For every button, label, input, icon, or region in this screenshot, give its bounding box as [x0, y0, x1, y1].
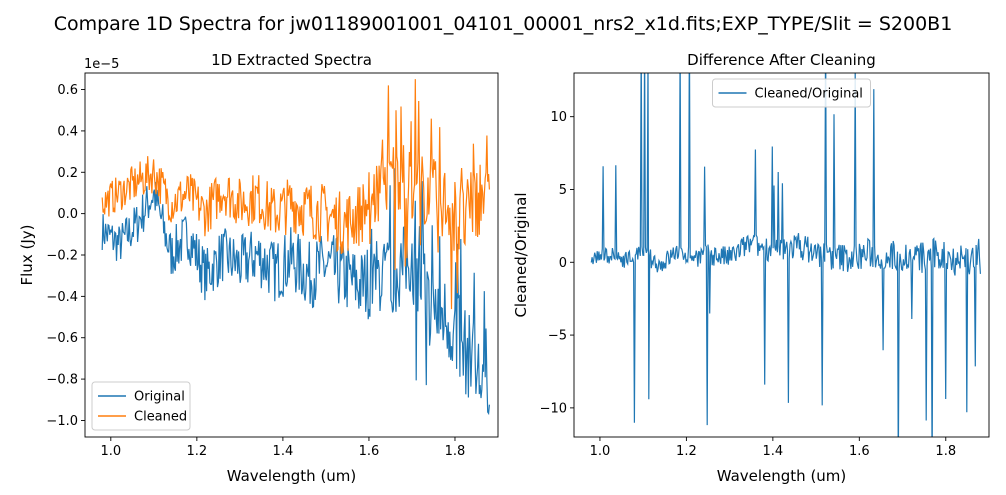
y-tick-label: −5 [548, 329, 567, 344]
left-chart-title: 1D Extracted Spectra [211, 51, 372, 69]
plot-area-frame [573, 72, 990, 438]
series-line-original [101, 168, 490, 416]
x-tick-label: 1.2 [187, 444, 208, 459]
y-tick-label: 0.4 [57, 124, 78, 139]
legend-box [712, 78, 871, 108]
legend-label: Cleaned [134, 410, 187, 425]
x-tick-label: 1.8 [935, 444, 956, 459]
y-tick-label: 0.6 [57, 83, 78, 98]
x-tick-label: 1.6 [849, 444, 870, 459]
legend-label: Original [134, 390, 185, 405]
y-tick-label: 0.0 [57, 207, 78, 222]
y-tick-label: 0 [559, 256, 567, 271]
legend: Cleaned/Original [712, 78, 871, 108]
right-chart-title: Difference After Cleaning [687, 51, 876, 69]
left-chart-panel: 1D Extracted Spectra 1e−5 Wavelength (um… [18, 51, 499, 485]
x-tick-label: 1.2 [676, 444, 697, 459]
right-chart-panel: Difference After Cleaning Wavelength (um… [512, 51, 990, 485]
left-x-axis-label: Wavelength (um) [227, 467, 357, 485]
left-y-offset-text: 1e−5 [84, 57, 119, 72]
right-y-axis-label: Cleaned/Original [512, 192, 530, 317]
y-tick-label: −10 [540, 401, 567, 416]
series-line-cleaned-original [590, 73, 981, 437]
y-tick-label: 0.2 [57, 166, 78, 181]
y-tick-label: −0.4 [46, 290, 78, 305]
x-tick-label: 1.6 [359, 444, 380, 459]
series-line-cleaned [101, 79, 490, 310]
x-tick-label: 1.8 [445, 444, 466, 459]
legend: Original Cleaned [91, 381, 191, 431]
x-tick-label: 1.0 [590, 444, 611, 459]
y-tick-label: −0.8 [46, 373, 78, 388]
y-tick-label: 10 [550, 110, 567, 125]
y-tick-label: 5 [559, 183, 567, 198]
figure-suptitle: Compare 1D Spectra for jw01189001001_041… [54, 13, 953, 35]
x-tick-label: 1.0 [100, 444, 121, 459]
x-tick-label: 1.4 [273, 444, 294, 459]
left-y-axis-label: Flux (Jy) [18, 225, 36, 286]
y-tick-label: −0.2 [46, 249, 78, 264]
right-x-axis-label: Wavelength (um) [717, 467, 847, 485]
legend-box [91, 381, 191, 431]
y-tick-label: −0.6 [46, 331, 78, 346]
y-tick-label: −1.0 [46, 414, 78, 429]
x-tick-label: 1.4 [763, 444, 784, 459]
legend-label: Cleaned/Original [755, 87, 863, 102]
